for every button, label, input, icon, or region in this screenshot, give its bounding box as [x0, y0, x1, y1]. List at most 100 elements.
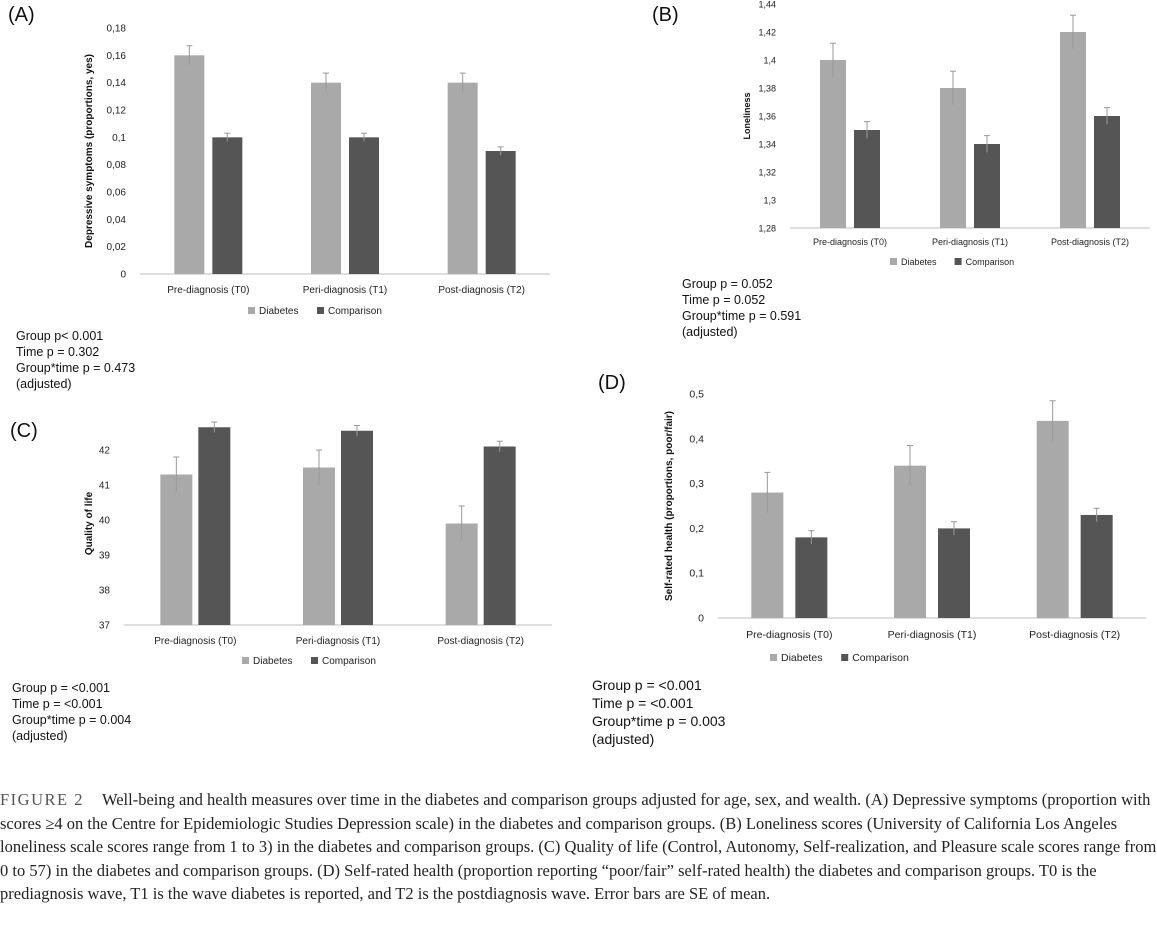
- y-axis-label: Self-rated health (proportions, poor/fai…: [664, 411, 675, 601]
- y-tick-label: 0: [698, 613, 704, 625]
- legend-label-diabetes: Diabetes: [253, 656, 292, 667]
- bar-comparison: [938, 528, 970, 618]
- y-tick-label: 1,42: [758, 28, 776, 38]
- y-tick-label: 0,1: [689, 568, 704, 580]
- bar-comparison: [795, 537, 828, 618]
- stats-b: Group p = 0.052 Time p = 0.052 Group*tim…: [682, 276, 801, 340]
- stats-line: (adjusted): [592, 731, 655, 747]
- x-tick-label: Post-diagnosis (T2): [1029, 629, 1120, 641]
- bar-comparison: [349, 137, 379, 274]
- y-tick-label: 0,3: [689, 478, 704, 490]
- stats-line: (adjusted): [682, 325, 738, 339]
- legend-label-comparison: Comparison: [966, 257, 1015, 267]
- stats-line: Group p = <0.001: [12, 681, 110, 695]
- chart-panel-c: (C) 37 38 39 40 41 42 Quality of life Pre-diagn…: [0, 412, 560, 752]
- legend-swatch-comparison: [311, 657, 318, 664]
- y-tick-label: 0,2: [689, 523, 704, 535]
- y-tick-label: 0,4: [689, 433, 704, 445]
- legend-swatch-comparison: [317, 307, 324, 314]
- stats-line: (adjusted): [12, 729, 68, 743]
- y-tick-label: 0,02: [107, 242, 127, 253]
- y-axis-label: Loneliness: [742, 92, 752, 139]
- legend-label-diabetes: Diabetes: [781, 652, 822, 664]
- bar-diabetes: [174, 55, 205, 275]
- y-tick-label: 0,5: [689, 389, 704, 401]
- stats-c: Group p = <0.001 Time p = <0.001 Group*t…: [12, 680, 131, 744]
- stats-a: Group p< 0.001 Time p = 0.302 Group*time…: [16, 328, 135, 392]
- chart-a-svg: 0 0,02 0,04 0,06 0,08 0,1 0,12 0,14 0,16 0,18 Depr…: [84, 24, 550, 317]
- y-axis-label: Depressive symptoms (proportions, yes): [84, 54, 95, 248]
- y-tick-label: 1,38: [758, 84, 776, 94]
- legend-label-diabetes: Diabetes: [259, 306, 298, 317]
- bar-comparison: [198, 427, 231, 625]
- stats-line: Group*time p = 0.591: [682, 309, 802, 323]
- stats-line: Time p = <0.001: [12, 697, 103, 711]
- stats-line: Group*time p = 0.004: [12, 713, 132, 727]
- chart-d-svg: 0 0,1 0,2 0,3 0,4 0,5 Self-rated health (propo…: [664, 389, 1146, 664]
- panel-label-b: (B): [652, 4, 679, 26]
- stats-d: Group p = <0.001 Time p = <0.001 Group*t…: [592, 676, 725, 748]
- bar-comparison: [1080, 514, 1113, 618]
- y-tick-label: 1,3: [763, 196, 776, 206]
- legend-label-comparison: Comparison: [328, 306, 382, 317]
- legend-label-comparison: Comparison: [852, 652, 909, 664]
- bar-diabetes: [820, 60, 846, 228]
- legend-swatch-comparison: [841, 654, 849, 661]
- bar-diabetes: [1060, 32, 1086, 228]
- stats-line: Group p< 0.001: [16, 329, 104, 343]
- stats-line: Time p = 0.302: [16, 345, 100, 359]
- stats-line: Time p = 0.052: [682, 293, 766, 307]
- y-tick-label: 42: [99, 446, 111, 457]
- bar-diabetes: [940, 88, 966, 228]
- x-tick-label: Peri-diagnosis (T1): [303, 285, 387, 296]
- stats-line: Group*time p = 0.003: [592, 713, 726, 729]
- bar-diabetes: [1036, 420, 1069, 618]
- panel-label-d: (D): [598, 372, 626, 394]
- chart-panel-a: (A) 0 0,02 0,04 0,06 0,08 0,1 0,12 0,14 0,16 0,18…: [0, 0, 560, 391]
- legend-swatch-comparison: [954, 258, 962, 265]
- stats-line: (adjusted): [16, 377, 72, 391]
- chart-panel-d: (D) 0 0,1 0,2 0,3 0,4 0,5 Self-rated health (p…: [580, 366, 1157, 766]
- bar-comparison: [485, 151, 516, 274]
- y-tick-label: 0,08: [107, 160, 127, 171]
- y-tick-label: 38: [99, 586, 111, 597]
- x-tick-label: Pre-diagnosis (T0): [154, 636, 236, 647]
- x-tick-label: Peri-diagnosis (T1): [932, 237, 1008, 247]
- y-tick-label: 1,4: [763, 56, 776, 66]
- y-tick-label: 0,14: [107, 78, 127, 89]
- x-tick-label: Peri-diagnosis (T1): [296, 636, 380, 647]
- x-tick-label: Pre-diagnosis (T0): [167, 285, 249, 296]
- y-tick-label: 1,34: [758, 140, 776, 150]
- bar-comparison: [341, 430, 373, 625]
- y-tick-label: 0,18: [107, 24, 127, 35]
- y-tick-label: 1,28: [758, 224, 776, 234]
- x-tick-label: Pre-diagnosis (T0): [746, 629, 832, 641]
- y-tick-label: 41: [99, 481, 111, 492]
- x-tick-label: Post-diagnosis (T2): [437, 636, 524, 647]
- panel-label-a: (A): [8, 4, 35, 26]
- y-tick-label: 0,1: [112, 133, 126, 144]
- y-tick-label: 0,12: [107, 106, 127, 117]
- y-tick-label: 0,06: [107, 188, 127, 199]
- bar-comparison: [974, 144, 1000, 228]
- panel-label-c: (C): [10, 420, 38, 442]
- bar-diabetes: [447, 82, 478, 275]
- bar-comparison: [854, 130, 880, 228]
- bar-comparison: [1094, 116, 1120, 228]
- bar-diabetes: [894, 465, 926, 618]
- y-tick-label: 1,44: [758, 0, 776, 10]
- chart-c-svg: 37 38 39 40 41 42 Quality of life Pre-diagnosis…: [84, 421, 552, 667]
- legend-swatch-diabetes: [890, 258, 897, 265]
- y-tick-label: 37: [99, 621, 111, 632]
- legend-swatch-diabetes: [770, 654, 777, 661]
- legend-swatch-diabetes: [248, 307, 255, 314]
- stats-line: Group p = 0.052: [682, 277, 773, 291]
- figure-label: FIGURE 2: [0, 790, 84, 809]
- x-tick-label: Peri-diagnosis (T1): [888, 629, 977, 641]
- y-tick-label: 0: [120, 270, 126, 281]
- legend-swatch-diabetes: [242, 657, 249, 664]
- stats-line: Time p = <0.001: [592, 695, 694, 711]
- bar-comparison: [212, 137, 243, 274]
- stats-line: Group p = <0.001: [592, 677, 702, 693]
- bar-diabetes: [160, 474, 193, 625]
